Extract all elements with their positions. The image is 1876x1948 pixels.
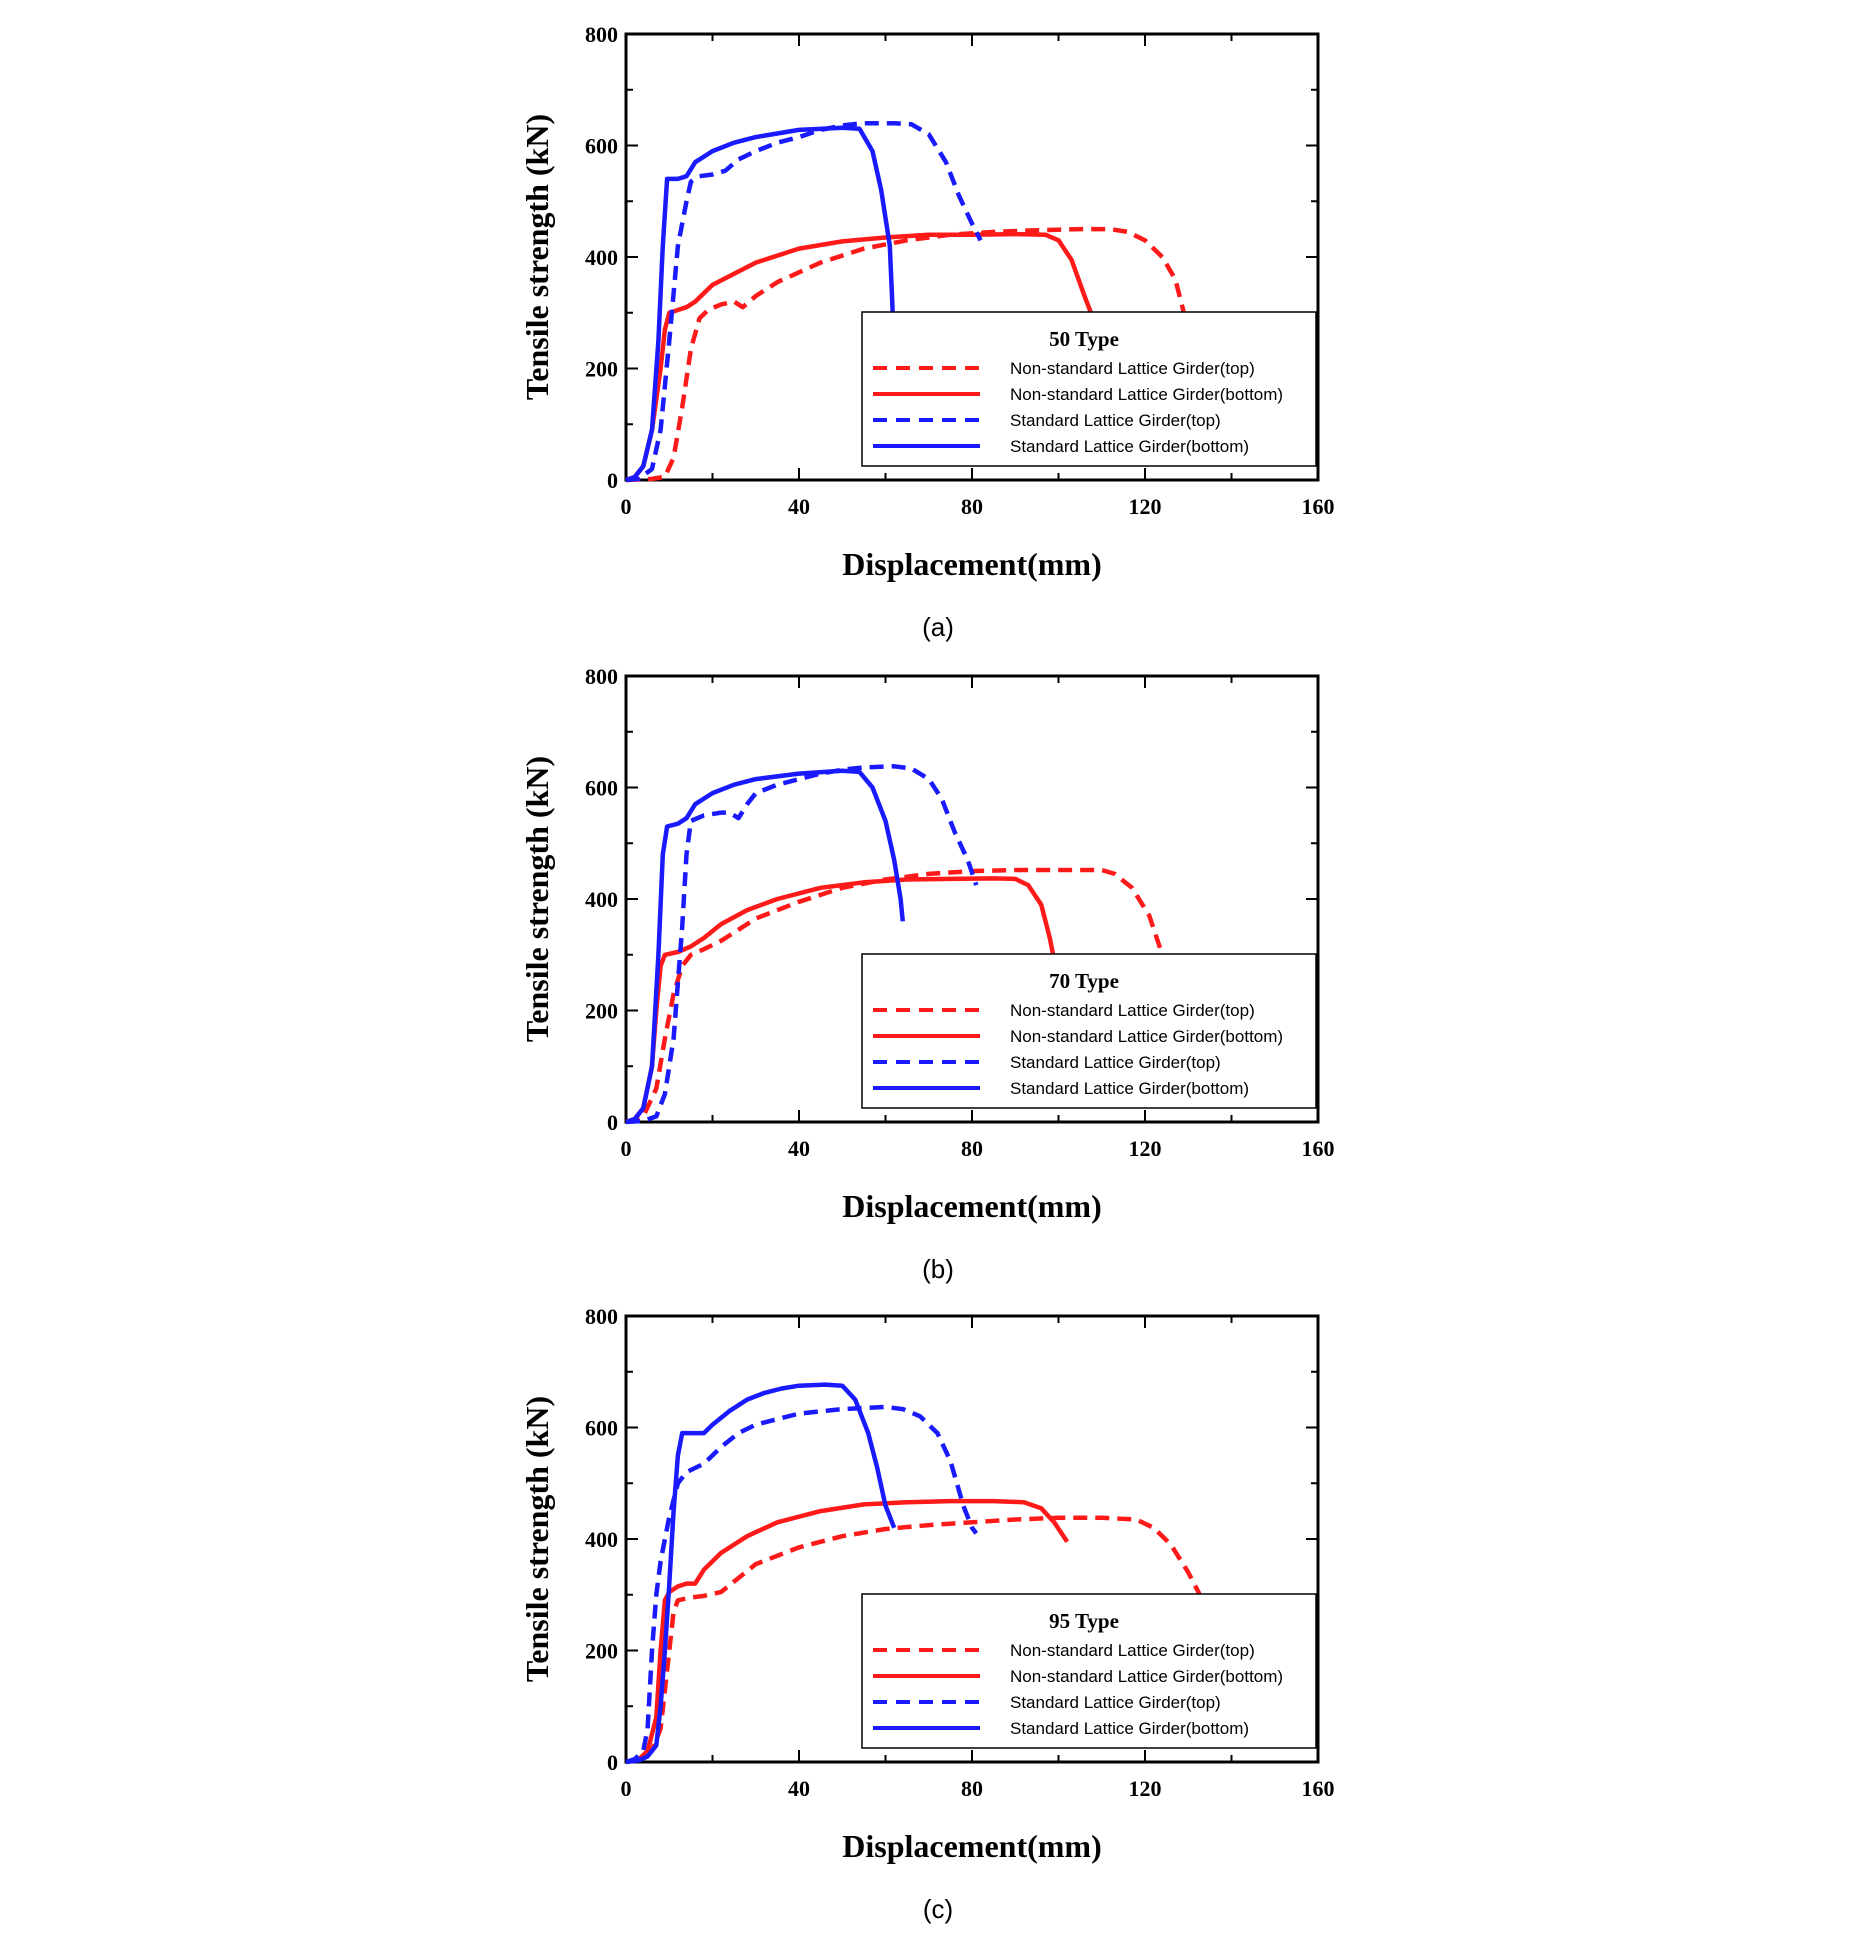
y-tick-label: 0	[607, 468, 618, 493]
series-line-0	[625, 226, 1191, 483]
series-line-3	[625, 768, 906, 1125]
x-tick-label: 120	[1129, 1776, 1162, 1801]
x-tick-label: 0	[621, 1776, 632, 1801]
y-tick-label: 800	[585, 22, 618, 47]
series-line-3	[625, 125, 897, 483]
x-tick-label: 160	[1302, 1136, 1335, 1161]
legend-entry-0: Non-standard Lattice Girder(top)	[1010, 1641, 1255, 1660]
y-tick-label: 0	[607, 1110, 618, 1135]
chart-svg: 0 40 80 120 160 0 200 400 600 800 Displacement(mm)…	[519, 1304, 1335, 1864]
caption-a: (a)	[922, 612, 954, 642]
x-axis-title: Displacement(mm)	[842, 1828, 1101, 1864]
y-tick-label: 600	[585, 776, 618, 801]
y-tick-label: 800	[585, 664, 618, 689]
x-tick-label: 80	[961, 1776, 983, 1801]
x-tick-label: 40	[788, 1776, 810, 1801]
legend-entry-1: Non-standard Lattice Girder(bottom)	[1010, 1027, 1283, 1046]
y-tick-label: 400	[585, 245, 618, 270]
legend-box	[861, 311, 1317, 467]
chart-svg: 0 40 80 120 160 0 200 400 600 800 Displacement(mm)…	[519, 664, 1335, 1224]
legend-title: 95 Type	[1049, 1609, 1119, 1633]
caption-b: (b)	[922, 1254, 954, 1284]
legend-title: 70 Type	[1049, 969, 1119, 993]
legend-entry-3: Standard Lattice Girder(bottom)	[1010, 1719, 1249, 1738]
x-tick-label: 40	[788, 494, 810, 519]
legend-entry-1: Non-standard Lattice Girder(bottom)	[1010, 385, 1283, 404]
x-tick-label: 40	[788, 1136, 810, 1161]
x-axis-title: Displacement(mm)	[842, 1188, 1101, 1224]
series-line-3	[625, 1382, 897, 1765]
x-tick-label: 160	[1302, 1776, 1335, 1801]
series-line-2	[625, 764, 979, 1125]
x-tick-label: 120	[1129, 494, 1162, 519]
y-tick-label: 0	[607, 1750, 618, 1775]
legend-title: 50 Type	[1049, 327, 1119, 351]
y-tick-label: 200	[585, 1639, 618, 1664]
legend-box	[861, 953, 1317, 1109]
y-tick-label: 400	[585, 887, 618, 912]
legend-entry-3: Standard Lattice Girder(bottom)	[1010, 1079, 1249, 1098]
series-line-0	[625, 867, 1169, 1125]
series-line-1	[625, 231, 1096, 483]
legend-entry-3: Standard Lattice Girder(bottom)	[1010, 437, 1249, 456]
chart-svg: 0 40 80 120 160 0 200 400 600 800 Displacement(mm)…	[519, 22, 1335, 582]
y-tick-label: 400	[585, 1527, 618, 1552]
legend-entry-0: Non-standard Lattice Girder(top)	[1010, 1001, 1255, 1020]
x-tick-label: 120	[1129, 1136, 1162, 1161]
legend-box	[861, 1593, 1317, 1749]
series-line-0	[625, 1515, 1212, 1765]
x-tick-label: 0	[621, 494, 632, 519]
caption-c: (c)	[922, 1894, 954, 1924]
legend-entry-2: Standard Lattice Girder(top)	[1010, 1053, 1221, 1072]
legend-entry-1: Non-standard Lattice Girder(bottom)	[1010, 1667, 1283, 1686]
x-tick-label: 80	[961, 1136, 983, 1161]
y-tick-label: 800	[585, 1304, 618, 1329]
y-tick-label: 600	[585, 134, 618, 159]
legend-entry-2: Standard Lattice Girder(top)	[1010, 411, 1221, 430]
legend-entry-2: Standard Lattice Girder(top)	[1010, 1693, 1221, 1712]
y-tick-label: 200	[585, 999, 618, 1024]
y-axis-title: Tensile strength (kN)	[519, 756, 555, 1042]
legend-entry-0: Non-standard Lattice Girder(top)	[1010, 359, 1255, 378]
series-line-1	[625, 1498, 1070, 1765]
series-line-2	[625, 120, 983, 483]
y-tick-label: 600	[585, 1416, 618, 1441]
x-tick-label: 80	[961, 494, 983, 519]
chart-panel-a: 0 40 80 120 160 0 200 400 600 800 Displacement(mm)…	[0, 0, 1876, 640]
x-tick-label: 0	[621, 1136, 632, 1161]
chart-panel-c: 0 40 80 120 160 0 200 400 600 800 Displacement(mm)…	[0, 1282, 1876, 1922]
y-axis-title: Tensile strength (kN)	[519, 114, 555, 400]
y-axis-title: Tensile strength (kN)	[519, 1396, 555, 1682]
x-axis-title: Displacement(mm)	[842, 546, 1101, 582]
chart-panel-b: 0 40 80 120 160 0 200 400 600 800 Displacement(mm)…	[0, 642, 1876, 1282]
x-tick-label: 160	[1302, 494, 1335, 519]
series-line-2	[625, 1404, 979, 1765]
y-tick-label: 200	[585, 357, 618, 382]
